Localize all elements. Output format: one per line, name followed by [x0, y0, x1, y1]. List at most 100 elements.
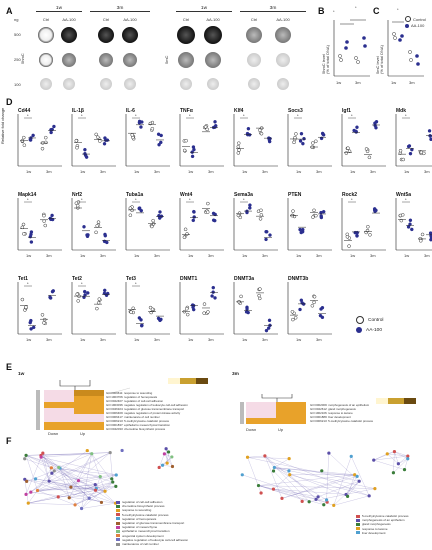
control-point — [148, 121, 153, 126]
control-point — [184, 138, 188, 143]
network-node — [324, 498, 329, 502]
network-edge — [51, 467, 117, 476]
network-node — [263, 454, 267, 458]
gene-plot: Wnt5a 1w 3m * — [395, 192, 432, 258]
network-edge — [315, 499, 334, 506]
control-point — [259, 131, 264, 136]
gene-title: Tet3 — [126, 276, 136, 282]
control-point — [97, 297, 102, 301]
x-tick-3m: 3m — [46, 169, 52, 174]
f-left-item: regulation of mesenchyme — [122, 525, 158, 530]
aa-point — [354, 130, 358, 134]
control-point — [96, 135, 100, 139]
gene-plot: Tuba1a 1w 3m * — [125, 192, 170, 258]
network-edge — [373, 455, 408, 461]
c-ylabel: 5mC level (% of total DNA) — [375, 45, 385, 74]
network-node — [108, 451, 112, 455]
network-node — [49, 466, 54, 470]
network-edge — [164, 453, 173, 467]
aa-point — [408, 222, 412, 226]
aa-point — [429, 237, 432, 242]
x-tick-1w: 1w — [80, 337, 85, 342]
network-node — [93, 482, 97, 487]
network-edge — [394, 451, 408, 457]
gene-plot: Wnt4 1w 3m * — [179, 192, 224, 258]
network-edge — [258, 485, 375, 489]
star-b1: * — [333, 9, 335, 14]
x-tick-1w: 1w — [26, 337, 31, 342]
network-edge — [109, 452, 113, 483]
legend-swatch — [116, 517, 120, 521]
aa-point — [191, 218, 196, 223]
control-point — [150, 224, 154, 229]
x-tick-1w: 1w — [242, 169, 247, 174]
sig-star: * — [243, 113, 245, 118]
network-edge — [264, 455, 324, 505]
network-edge — [41, 456, 117, 476]
network-edge — [24, 479, 29, 504]
network-node — [120, 448, 124, 453]
network-edge — [40, 455, 50, 482]
network-edge — [28, 502, 76, 506]
group-header-3m-5hmc: 3m — [90, 6, 150, 12]
network-node — [355, 474, 359, 478]
f-right-item: gland morphogenesis — [362, 522, 391, 527]
network-node — [90, 452, 94, 456]
network-node — [79, 506, 84, 511]
network-node — [385, 452, 389, 456]
e-left-term: GO:0046324: regulation of glucose transm… — [106, 407, 185, 411]
network-node — [353, 473, 357, 477]
x-tick-3m: 3m — [262, 169, 268, 174]
legend-swatch — [116, 534, 120, 538]
sig-star: * — [351, 197, 353, 202]
network-edge — [35, 478, 96, 491]
network-edge — [289, 474, 317, 500]
network-edge — [74, 481, 113, 506]
control-point — [364, 147, 369, 151]
network-edge — [48, 467, 52, 482]
network-edge — [28, 481, 113, 504]
x-tick-1w: 1w — [404, 169, 409, 174]
e-left-term: GO:0009611: response to wounding — [106, 391, 153, 395]
network-edge — [40, 455, 90, 499]
aa-point — [268, 233, 272, 237]
aa-point — [29, 240, 34, 244]
e-left-term: GO:0006469: negative regulation of prote… — [106, 411, 181, 415]
sig-star: * — [27, 113, 29, 118]
b-x-1w: 1w — [336, 80, 342, 85]
gene-title: Sema3a — [234, 192, 253, 198]
network-node — [166, 450, 171, 454]
network-edge — [318, 481, 360, 497]
legend-swatch — [116, 542, 120, 546]
gene-title: Tet2 — [72, 276, 82, 282]
e-right-down: Down — [246, 427, 257, 432]
aa-point — [298, 139, 303, 143]
legend-swatch — [116, 500, 120, 504]
x-tick-1w: 1w — [242, 253, 247, 258]
control-point — [185, 232, 189, 236]
gene-plot: DNMT3a 1w 3m — [233, 276, 278, 342]
e-left-term: GO:0006417: maintenance of cell number — [106, 415, 160, 419]
aa-point — [140, 120, 144, 124]
control-point — [206, 310, 210, 314]
aa-point — [158, 210, 162, 214]
network-node — [110, 477, 114, 481]
legend-swatch — [116, 525, 120, 529]
network-edge — [247, 457, 360, 482]
control-point — [129, 310, 133, 314]
control-point — [22, 143, 27, 147]
network-edge — [274, 467, 348, 497]
aa-point — [374, 208, 378, 213]
control-point — [310, 304, 315, 308]
aa-point — [300, 230, 305, 234]
control-point — [367, 155, 372, 160]
x-tick-3m: 3m — [154, 337, 160, 342]
network-edge — [264, 455, 310, 502]
network-node — [41, 451, 45, 455]
sig-star: * — [351, 113, 353, 118]
gene-plot: DNMT3b 1w 3m — [287, 276, 332, 342]
gene-title: DNMT3b — [288, 276, 308, 282]
x-tick-1w: 1w — [188, 337, 193, 342]
control-point — [291, 317, 295, 322]
control-point — [347, 244, 351, 248]
